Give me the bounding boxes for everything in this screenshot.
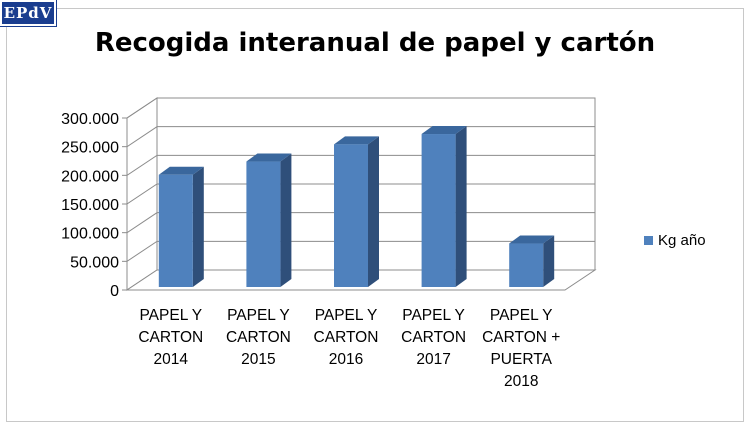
bar-top [246,153,292,162]
x-category-label: PAPEL Y CARTON 2017 [401,307,466,368]
bar-front [158,174,193,287]
bar-front [421,134,456,287]
bar-side [192,166,204,287]
x-category-label: PAPEL Y CARTON 2015 [226,307,291,368]
y-tick-label: 300.000 [61,111,119,128]
bar-front [246,161,281,287]
bar-top [334,136,379,145]
y-tick-label: 150.000 [61,197,119,214]
bar [246,153,292,287]
y-tick-label: 100.000 [61,226,119,243]
x-category-label: PAPEL Y CARTON 2014 [138,307,203,368]
bar-front [334,144,368,287]
chart-title: Recogida interanual de papel y cartón [94,28,656,58]
bar [334,136,379,287]
bar [509,235,555,287]
bar-front [509,243,544,287]
bar-side [280,153,292,287]
x-category-label: PAPEL Y CARTON + PUERTA 2018 [482,307,560,390]
brand-logo: EPdV [0,0,56,26]
y-tick-label: 250.000 [61,140,119,157]
bar-top [421,126,467,135]
bar-side [368,136,379,287]
bar-top [509,235,555,244]
chart-legend: Kg año [644,232,706,249]
legend-swatch [644,236,653,245]
y-tick-label: 50.000 [70,254,119,271]
x-category-label: PAPEL Y CARTON 2016 [314,307,379,368]
legend-label: Kg año [658,232,706,249]
y-tick-label: 0 [110,283,119,300]
y-tick-label: 200.000 [61,168,119,185]
bar-side [455,126,467,287]
bar-side [543,235,555,287]
gridline [126,97,595,119]
bar [158,166,204,287]
bar-top [158,166,204,175]
bar [421,126,467,287]
